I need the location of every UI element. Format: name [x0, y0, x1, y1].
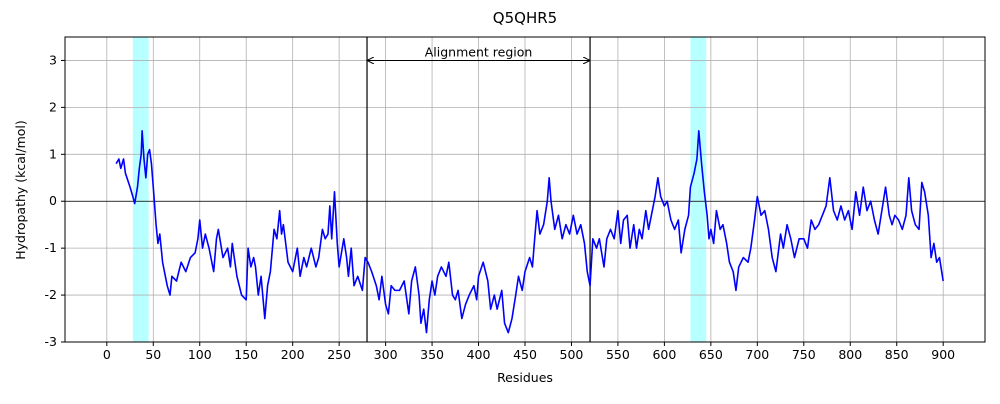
y-tick-label: -2	[45, 287, 57, 302]
y-tick-label: 3	[49, 52, 57, 67]
x-tick-label: 350	[420, 347, 444, 362]
chart-title: Q5QHR5	[493, 9, 557, 27]
y-tick-label: 2	[49, 99, 57, 114]
plot-frame	[64, 36, 986, 343]
x-tick-label: 50	[145, 347, 161, 362]
x-tick-label: 300	[374, 347, 398, 362]
x-tick-label: 600	[652, 347, 676, 362]
hydropathy-line	[115, 130, 944, 334]
x-tick-label: 500	[560, 347, 584, 362]
x-tick-label: 700	[745, 347, 769, 362]
y-tick-label: 0	[49, 193, 57, 208]
y-axis-label: Hydropathy (kcal/mol)	[13, 120, 28, 260]
x-tick-label: 400	[467, 347, 491, 362]
x-tick-label: 900	[931, 347, 955, 362]
x-tick-label: 100	[188, 347, 212, 362]
x-axis-label: Residues	[497, 370, 553, 385]
x-tick-label: 200	[281, 347, 305, 362]
highlight-region	[690, 37, 707, 342]
y-tick-label: 1	[49, 146, 57, 161]
x-tick-label: 750	[792, 347, 816, 362]
y-tick-label: -1	[45, 240, 57, 255]
y-tick-label: -3	[45, 334, 57, 349]
x-tick-label: 450	[513, 347, 537, 362]
x-tick-label: 650	[699, 347, 723, 362]
x-tick-label: 250	[327, 347, 351, 362]
x-tick-label: 800	[838, 347, 862, 362]
x-tick-label: 150	[234, 347, 258, 362]
annotation: Alignment region	[425, 44, 533, 59]
x-tick-label: 0	[103, 347, 111, 362]
x-tick-label: 550	[606, 347, 630, 362]
highlight-region	[132, 37, 149, 342]
x-tick-label: 850	[885, 347, 909, 362]
